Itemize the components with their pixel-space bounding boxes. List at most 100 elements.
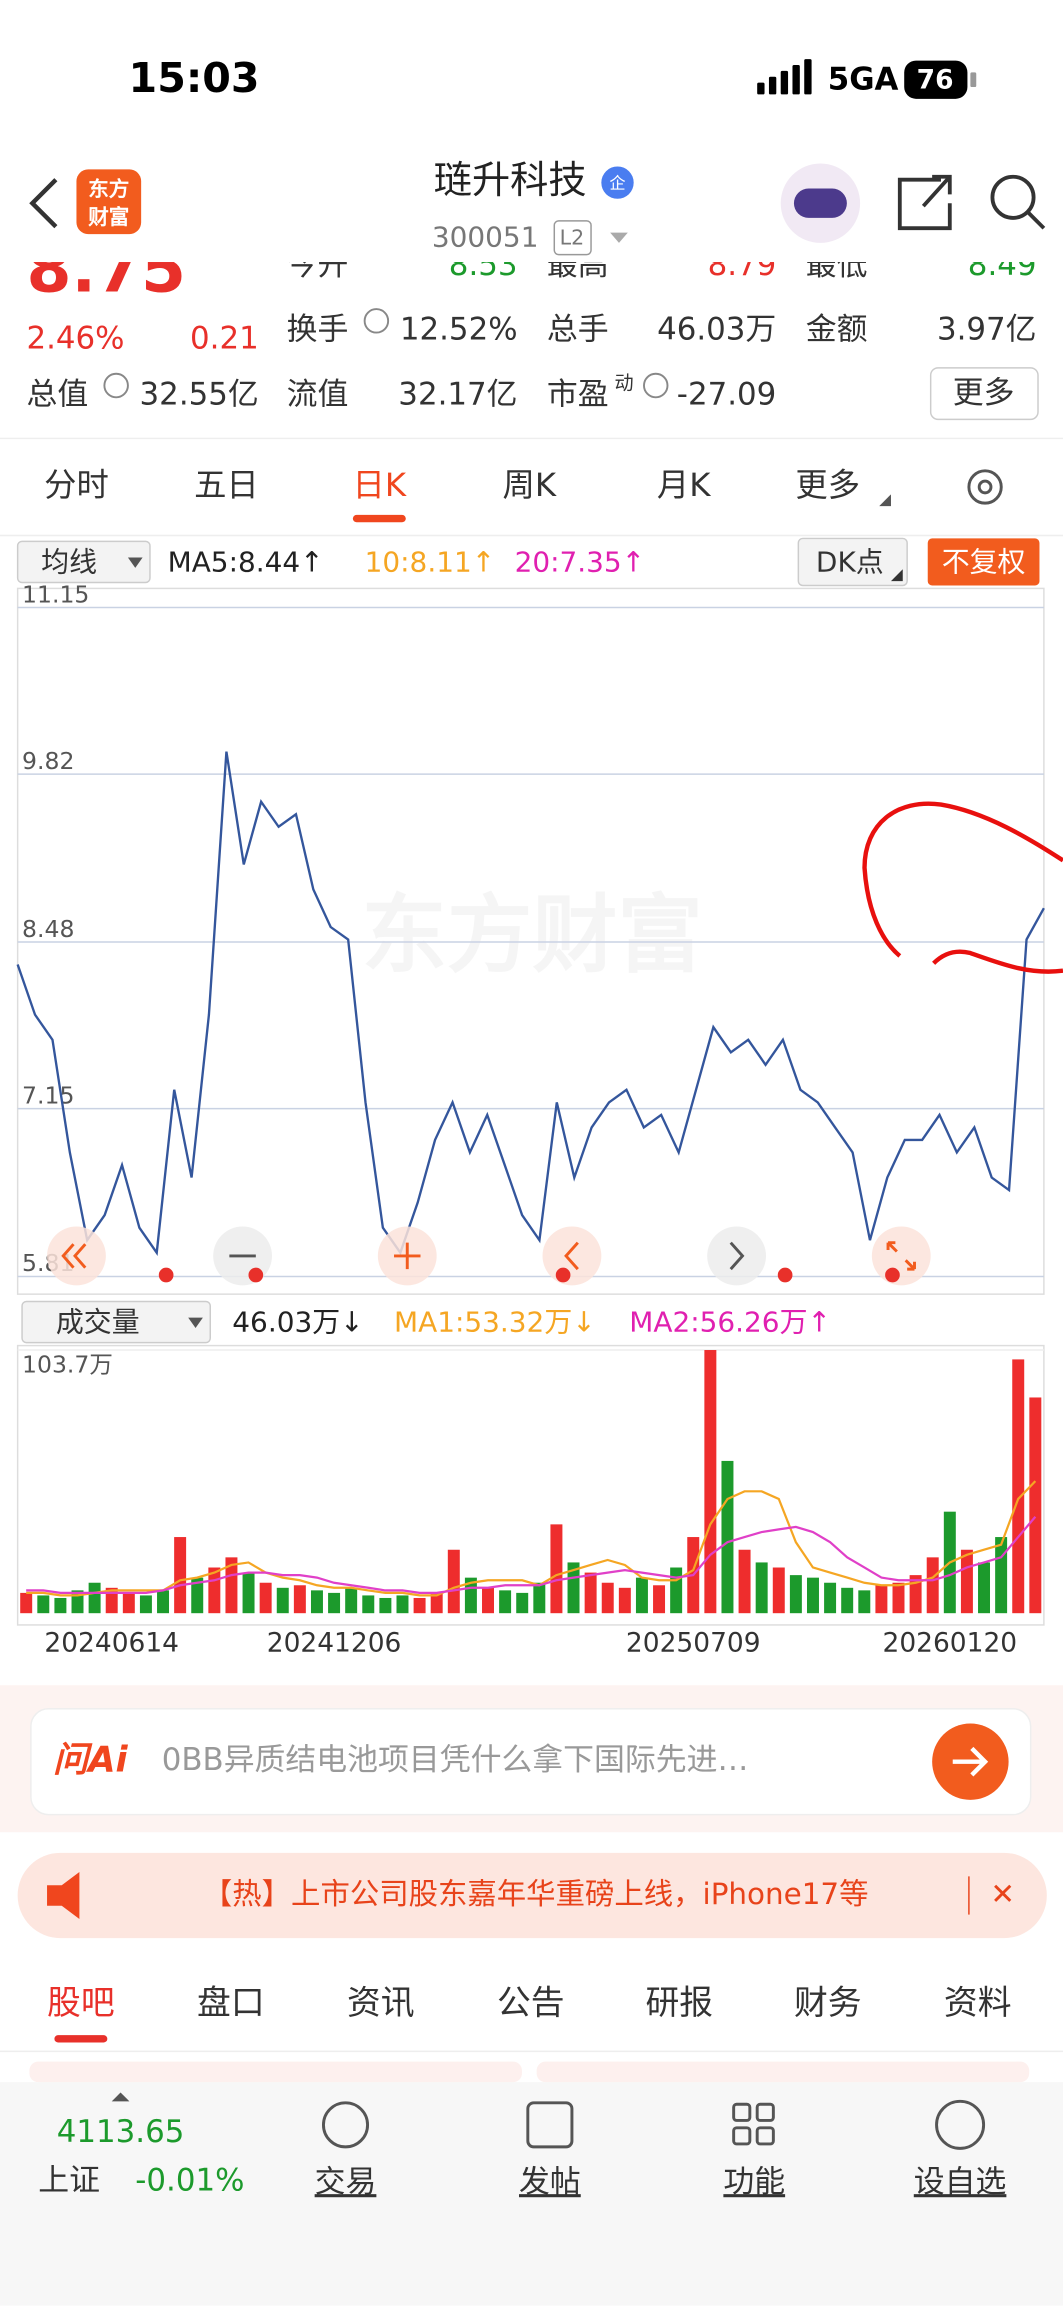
bottom-tab[interactable]: 资讯 xyxy=(347,1983,415,2022)
dk-label: DK点 xyxy=(816,545,884,578)
y-tick-label: 7.15 xyxy=(22,1081,74,1109)
volume-bar xyxy=(157,1590,170,1614)
tab[interactable]: 月K xyxy=(657,466,711,504)
bottom-tab[interactable]: 盘口 xyxy=(197,1983,265,2022)
ma-selector[interactable] xyxy=(16,540,151,584)
function-icon xyxy=(732,2102,775,2146)
pe-label: 市盈 xyxy=(547,376,609,412)
more-button[interactable] xyxy=(929,367,1039,421)
volume-bar xyxy=(772,1567,785,1614)
amount: 3.97亿 xyxy=(937,312,1037,348)
turnover-label: 换手 xyxy=(287,312,349,348)
volume-bar xyxy=(550,1524,563,1614)
ma5: MA5:8.44↑ xyxy=(168,545,324,578)
volume-bar xyxy=(824,1582,837,1614)
volume-ma-line xyxy=(26,1480,1037,1597)
clock: 15:03 xyxy=(129,54,260,102)
ma10: 10:8.11↑ xyxy=(365,545,496,578)
vol-selector[interactable] xyxy=(21,1300,211,1344)
nav-items: 交易 发帖 功能 设自选 xyxy=(315,2164,1007,2200)
search-icon[interactable] xyxy=(990,174,1036,220)
stock-code: 300051 xyxy=(432,220,539,253)
quote: 8.75 今开 8.53 最高 8.79 最低 8.49 2.46% 0.21 … xyxy=(0,232,1063,440)
banner[interactable] xyxy=(17,1852,1047,1939)
tab[interactable]: 五日 xyxy=(194,466,259,504)
post-icon xyxy=(526,2101,574,2149)
rewind-icon xyxy=(61,1243,87,1269)
nav-item[interactable]: 发帖 xyxy=(519,2164,581,2200)
info-icon[interactable] xyxy=(103,372,129,399)
float-label: 流值 xyxy=(287,376,349,412)
expand-icon[interactable] xyxy=(111,2092,130,2102)
ai-prompt: 0BB异质结电池项目凭什么拿下国际先进… xyxy=(162,1742,749,1778)
volume-ma-line xyxy=(26,1516,1037,1595)
volume-bar xyxy=(276,1587,289,1614)
nav-item[interactable]: 功能 xyxy=(723,2164,785,2200)
tab[interactable]: 日K xyxy=(353,466,407,504)
volume-bar xyxy=(806,1577,819,1614)
event-dots xyxy=(158,1267,900,1283)
more-arrow xyxy=(879,494,891,507)
logo-text: 东方 xyxy=(88,177,129,201)
tab[interactable]: 更多 xyxy=(795,466,860,504)
back-icon[interactable] xyxy=(29,178,58,229)
next-button[interactable] xyxy=(707,1226,767,1286)
bottom-tab[interactable]: 公告 xyxy=(497,1983,565,2022)
bottom-tab[interactable]: 财务 xyxy=(794,1983,862,2022)
dk-button[interactable] xyxy=(797,537,908,587)
app-logo xyxy=(76,169,142,235)
battery-tip xyxy=(970,72,977,88)
bottom-tab[interactable]: 资料 xyxy=(944,1983,1012,2022)
megaphone-icon xyxy=(47,1871,80,1920)
nav-item[interactable]: 设自选 xyxy=(914,2164,1007,2200)
signal-icon xyxy=(757,59,812,95)
volume-bar xyxy=(721,1460,734,1614)
nav-item[interactable]: 交易 xyxy=(315,2164,377,2200)
volume-bar xyxy=(396,1595,409,1614)
volume-bar xyxy=(875,1585,888,1614)
fullscreen-icon xyxy=(886,1241,916,1271)
volume-bar xyxy=(191,1577,204,1614)
chart-controls xyxy=(47,1226,931,1286)
volume-bar xyxy=(960,1549,973,1614)
adjust-button[interactable] xyxy=(927,538,1040,586)
bottom-tab[interactable]: 研报 xyxy=(645,1983,713,2022)
adjust-label: 不复权 xyxy=(942,545,1026,578)
ma20: 20:7.35↑ xyxy=(515,545,646,578)
volume-bar xyxy=(635,1577,648,1614)
x-tick-label: 20250709 xyxy=(626,1628,761,1659)
volume-bar xyxy=(995,1537,1008,1614)
info-icon[interactable] xyxy=(363,308,390,334)
volume-bar xyxy=(328,1592,341,1614)
volume-bar xyxy=(139,1595,152,1614)
volume-bar xyxy=(225,1557,238,1614)
banner-close[interactable]: ✕ xyxy=(990,1877,1015,1911)
amount-label: 金额 xyxy=(806,312,868,348)
volume-bar xyxy=(892,1582,905,1614)
battery-level: 76 xyxy=(917,65,954,96)
bottom-tab[interactable]: 股吧 xyxy=(47,1983,115,2022)
volume-bar xyxy=(293,1585,306,1614)
card-peek xyxy=(29,2061,522,2083)
volume-bar xyxy=(858,1590,871,1614)
search-handle xyxy=(1026,210,1046,230)
tab[interactable]: 分时 xyxy=(44,466,109,504)
dropdown-icon[interactable] xyxy=(610,232,628,243)
header-bg xyxy=(0,0,1063,263)
volume-bar xyxy=(567,1562,580,1614)
settings-icon[interactable] xyxy=(967,469,1003,505)
price-line xyxy=(16,751,1045,1256)
vol-selector-label: 成交量 xyxy=(56,1306,140,1339)
volume-bar xyxy=(37,1595,50,1614)
volume-bar xyxy=(242,1572,255,1614)
mktcap: 32.55亿 xyxy=(140,376,259,412)
info-icon[interactable] xyxy=(643,372,669,399)
share-icon[interactable] xyxy=(897,174,952,231)
tab-underline xyxy=(54,2035,108,2043)
bottom-tabs: 股吧 盘口 资讯 公告 研报 财务 资料 xyxy=(47,1983,1012,2043)
tab[interactable]: 周K xyxy=(503,466,557,504)
prev-button[interactable] xyxy=(542,1226,602,1286)
ai-box[interactable] xyxy=(30,1708,1032,1816)
fullscreen-button[interactable] xyxy=(871,1226,931,1286)
